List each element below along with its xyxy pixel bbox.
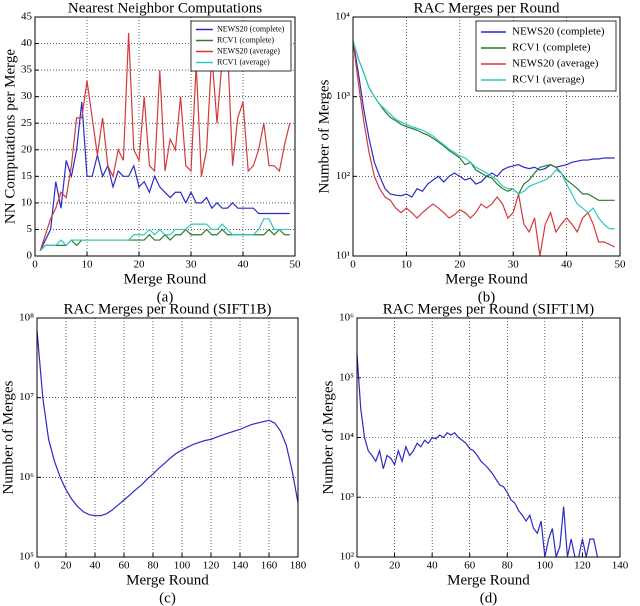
legend-label: RCV1 (complete) (512, 42, 591, 54)
y-tick-label: 10⁶ (19, 471, 34, 483)
x-tick-label: 50 (615, 259, 627, 271)
y-tick-label: 15 (21, 170, 33, 182)
x-tick-label: 20 (134, 259, 146, 271)
y-axis-label: Number of Merges (0, 380, 16, 494)
caption: (c) (159, 590, 176, 606)
x-axis-label: Merge Round (447, 572, 530, 588)
y-tick-label: 35 (21, 64, 33, 76)
x-tick-label: 0 (354, 560, 360, 572)
x-axis-label: Merge Round (124, 271, 207, 287)
legend-label: RCV1 (average) (512, 74, 585, 86)
x-tick-label: 160 (261, 560, 278, 572)
plot-frame (356, 317, 621, 558)
legend-label: NEWS20 (complete) (512, 26, 605, 38)
x-tick-label: 60 (119, 560, 131, 572)
chart-title: RAC Merges per Round (414, 0, 560, 16)
x-tick-label: 100 (537, 560, 554, 572)
y-tick-label: 10³ (336, 90, 351, 102)
legend-label: NEWS20 (complete) (217, 24, 285, 33)
panel: 0 20 40 60 80 100 120 140 160 180 10⁵ 10⁶ 10⁷ 10⁸ RAC … (0, 301, 306, 606)
x-tick-label: 100 (174, 560, 191, 572)
chart-title: RAC Merges per Round (SIFT1M) (383, 301, 594, 317)
y-tick-label: 20 (21, 143, 33, 155)
x-tick-label: 20 (389, 560, 401, 572)
x-tick-label: 40 (561, 259, 573, 271)
x-tick-label: 80 (148, 560, 160, 572)
series-line (357, 353, 599, 557)
panel: 0 10 20 30 40 50 10¹ 10² 10³ 10⁴ RAC Merges per Ro… (316, 0, 626, 305)
x-tick-label: 40 (238, 259, 250, 271)
series-line (353, 40, 615, 201)
y-tick-label: 25 (21, 117, 33, 129)
y-tick-label: 45 (21, 11, 33, 23)
x-tick-label: 140 (612, 560, 629, 572)
caption: (b) (478, 289, 496, 305)
y-tick-label: 10⁷ (19, 391, 34, 403)
y-tick-label: 30 (21, 90, 33, 102)
y-tick-label: 10⁸ (19, 312, 34, 324)
panel: 0 10 20 30 40 50 0 5 10 15 20 25 30 35 40 45 Nearest Nei… (2, 0, 301, 305)
x-axis-label: Merge Round (126, 572, 209, 588)
y-tick-label: 40 (21, 37, 33, 49)
x-tick-label: 60 (464, 560, 476, 572)
y-tick-label: 10¹ (336, 250, 350, 262)
x-tick-label: 40 (90, 560, 102, 572)
x-axis-label: Merge Round (445, 271, 528, 287)
legend-label: RCV1 (complete) (217, 35, 274, 44)
series-line (39, 101, 290, 251)
y-tick-label: 10² (340, 551, 355, 563)
x-tick-label: 30 (186, 259, 198, 271)
series-line (39, 218, 290, 252)
y-tick-label: 10⁶ (339, 312, 354, 324)
y-tick-label: 10² (336, 170, 351, 182)
y-tick-label: 10³ (340, 491, 355, 503)
legend-label: NEWS20 (average) (217, 46, 280, 55)
legend-label: NEWS20 (average) (512, 58, 599, 70)
legend-label: RCV1 (average) (217, 57, 270, 66)
y-tick-label: 5 (27, 223, 33, 235)
chart-title: RAC Merges per Round (SIFT1B) (63, 301, 271, 317)
x-tick-label: 20 (454, 259, 466, 271)
y-tick-label: 10 (21, 196, 33, 208)
series-line (37, 330, 298, 517)
y-axis-label: Number of Merges (320, 380, 336, 494)
y-tick-label: 10⁴ (335, 11, 350, 23)
y-tick-label: 10⁴ (339, 431, 354, 443)
x-tick-label: 10 (401, 259, 413, 271)
panel: 0 20 40 60 80 100 120 140 10² 10³ 10⁴ 10⁵ 10⁶ RAC Mer… (320, 301, 628, 606)
caption: (a) (157, 289, 174, 305)
x-tick-label: 120 (574, 560, 591, 572)
series-line (353, 40, 615, 230)
x-tick-label: 140 (232, 560, 249, 572)
y-axis-label: NN Computations per Merge (2, 49, 18, 224)
y-axis-label: Number of Merges (316, 79, 332, 193)
x-tick-label: 50 (290, 259, 302, 271)
x-tick-label: 0 (32, 259, 38, 271)
series-line (353, 40, 615, 256)
series-line (39, 32, 291, 251)
y-tick-label: 10⁵ (19, 551, 34, 563)
x-tick-label: 30 (508, 259, 520, 271)
x-tick-label: 180 (290, 560, 307, 572)
chart-title: Nearest Neighbor Computations (68, 0, 262, 16)
plot-frame (34, 16, 296, 257)
caption: (d) (480, 590, 498, 606)
y-tick-label: 10⁵ (339, 371, 354, 383)
y-tick-label: 0 (27, 250, 33, 262)
x-tick-label: 0 (350, 259, 356, 271)
series-line (353, 40, 615, 198)
x-tick-label: 40 (427, 560, 439, 572)
x-tick-label: 80 (502, 560, 514, 572)
plot-frame (36, 317, 299, 558)
x-tick-label: 20 (61, 560, 73, 572)
plot-frame (352, 16, 621, 257)
x-tick-label: 10 (82, 259, 94, 271)
x-tick-label: 120 (203, 560, 220, 572)
x-tick-label: 0 (34, 560, 40, 572)
